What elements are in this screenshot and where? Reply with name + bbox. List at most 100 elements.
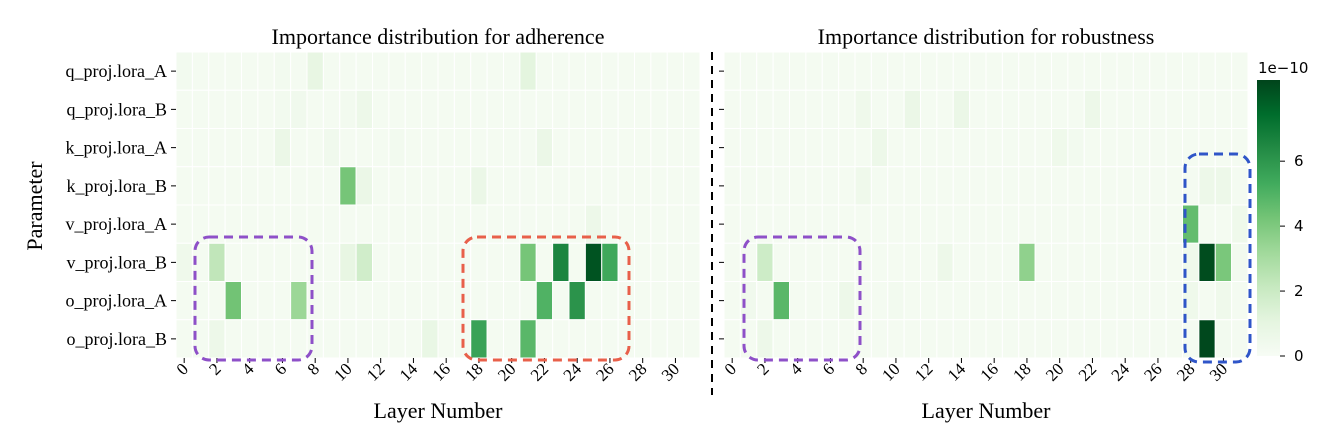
heatmap-cell [887,204,905,244]
heatmap-cell [789,51,807,91]
heatmap-cell [870,89,889,129]
heatmap-cell [437,204,455,244]
heatmap-cell [838,51,856,91]
heatmap-cell [969,166,987,206]
row-label: q_proj.lora_A [66,61,167,81]
heatmap-cell [1214,51,1233,91]
adherence-early-layers-highlight [193,235,314,362]
heatmap-cell [821,166,840,206]
heatmap-cell [1083,89,1102,129]
heatmap-cell [470,242,488,282]
heatmap-cell [1001,319,1020,359]
heatmap-cell [1083,242,1102,282]
heatmap-cell [772,281,791,321]
heatmap-cell [920,166,938,206]
heatmap-cell [1116,281,1134,321]
heatmap-cell [683,319,701,359]
heatmap-cell [241,242,259,282]
heatmap-cell [503,128,521,168]
heatmap-cell [1165,166,1184,206]
heatmap-cell [789,281,807,321]
x-tick-label: 18 [1009,359,1034,384]
heatmap-cell [723,89,741,129]
heatmap-cell [339,319,357,359]
heatmap-cell [936,242,954,282]
heatmap-cell [372,281,390,321]
heatmap-cell [789,242,807,282]
heatmap-cell [1083,319,1102,359]
colorbar-tick-label: 2 [1294,282,1304,300]
heatmap-cell [683,242,701,282]
heatmap-cell [1001,89,1020,129]
x-tick-label: 10 [330,359,355,384]
heatmap-cell [617,128,636,168]
heatmap-cell [969,204,987,244]
heatmap-cell [519,281,537,321]
x-tick-label: 2 [205,359,224,378]
heatmap-cell [739,89,758,129]
heatmap-cell [552,51,570,91]
heatmap-cell [683,51,701,91]
heatmap-cell [1083,281,1102,321]
heatmap-cell [437,89,455,129]
heatmap-cell [257,166,275,206]
heatmap-cell [920,51,938,91]
heatmap-cell [552,319,570,359]
heatmap-cell [772,166,791,206]
heatmap-cell [1083,128,1102,168]
heatmap-cell [208,51,226,91]
heatmap-cell [666,89,685,129]
heatmap-cell [920,319,938,359]
heatmap-cell [503,319,521,359]
heatmap-cell [1198,51,1216,91]
heatmap-cell [1100,89,1118,129]
heatmap-cell [1198,204,1216,244]
heatmap-cell [854,242,872,282]
heatmap-cell [1231,51,1249,91]
heatmap-cell [789,128,807,168]
heatmap-cell [601,89,619,129]
heatmap-cell [634,89,652,129]
heatmap-cell [191,166,210,206]
heatmap-cell [650,51,668,91]
heatmap-cell [1116,51,1134,91]
heatmap-cell [306,89,324,129]
heatmap-cell [985,281,1003,321]
heatmap-cell [969,281,987,321]
heatmap-cell [887,128,905,168]
x-tick-label: 20 [494,359,519,384]
x-tick-label: 16 [977,359,1002,384]
heatmap-cell [601,242,619,282]
heatmap-cell [503,242,521,282]
heatmap-cell [1132,166,1151,206]
heatmap-cell [1051,128,1069,168]
heatmap-cell [985,89,1003,129]
heatmap-cell [1034,51,1053,91]
heatmap-cell [821,128,840,168]
heatmap-cell [887,242,905,282]
heatmap-cell [519,166,537,206]
heatmap-cell [887,89,905,129]
heatmap-cell [339,51,357,91]
heatmap-cell [650,242,668,282]
heatmap-cell [1132,51,1151,91]
heatmap-cell [175,204,193,244]
heatmap-cell [486,319,505,359]
heatmap-cell [388,242,406,282]
heatmap-cell [453,128,472,168]
heatmap-cell [257,319,275,359]
heatmap-cell [936,89,954,129]
heatmap-cell [552,89,570,129]
heatmap-cell [723,242,741,282]
heatmap-cell [739,51,758,91]
heatmap-cell [306,51,324,91]
robustness-early-layers-highlight [742,235,862,362]
heatmap-cell [273,166,292,206]
heatmap-cell [1198,319,1216,359]
x-tick-label: 4 [238,359,258,379]
robustness-heatmap: 0 2 4 6 8 10 12 14 16 18 20 22 24 26 28 30 [719,51,1249,385]
x-tick-label: 6 [271,359,290,378]
heatmap-cell [1001,204,1020,244]
heatmap-cell [854,89,872,129]
heatmap-cell [854,166,872,206]
